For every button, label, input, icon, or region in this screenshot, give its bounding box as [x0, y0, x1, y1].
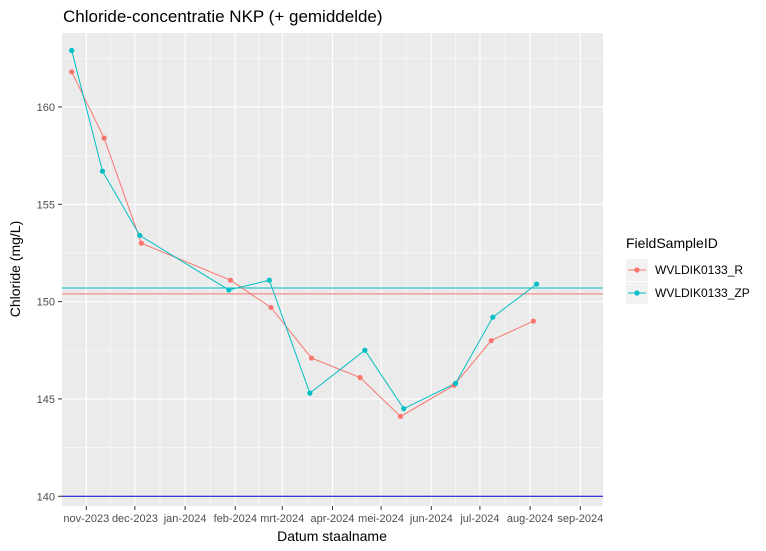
y-tick-label: 155	[37, 199, 55, 211]
data-point	[268, 304, 274, 311]
data-point	[530, 318, 536, 324]
data-point	[362, 347, 368, 353]
data-point	[69, 69, 75, 75]
x-tick-label: dec-2023	[112, 513, 158, 525]
x-tick-label: mrt-2024	[260, 513, 304, 525]
legend-key-point	[634, 290, 640, 296]
data-point	[101, 135, 107, 141]
x-tick-label: aug-2024	[507, 513, 554, 525]
data-point	[397, 413, 404, 420]
y-tick-label: 150	[37, 297, 55, 309]
x-tick-label: mei-2024	[358, 513, 404, 525]
data-point	[490, 314, 496, 320]
x-tick-label: apr-2024	[310, 513, 354, 525]
data-point	[308, 355, 315, 361]
data-point	[453, 380, 459, 386]
x-axis: nov-2023 dec-2023 jan-2024 feb-2024 mrt-2024…	[63, 506, 603, 525]
x-tick-label: jul-2024	[459, 513, 499, 525]
data-point	[69, 47, 75, 54]
legend-label: WVLDIK0133_ZP	[655, 286, 750, 300]
data-point	[99, 168, 106, 174]
data-point	[227, 277, 234, 283]
y-axis: 140 145 150 155 160	[37, 102, 62, 503]
legend-title: FieldSampleID	[626, 235, 718, 251]
y-tick-label: 160	[37, 102, 55, 114]
legend-key-point	[634, 267, 640, 273]
x-tick-label: jan-2024	[163, 513, 207, 525]
data-point	[226, 287, 232, 293]
y-axis-title: Chloride (mg/L)	[7, 221, 23, 317]
y-tick-label: 140	[37, 491, 55, 503]
data-point	[488, 337, 494, 344]
data-point	[307, 390, 313, 396]
data-point	[266, 277, 272, 283]
reference-lines	[62, 287, 603, 497]
x-tick-label: sep-2024	[557, 513, 603, 525]
data-point	[138, 240, 144, 246]
data-point	[533, 281, 540, 287]
data-point	[137, 232, 143, 239]
series-points	[69, 47, 540, 420]
x-axis-title: Datum staalname	[277, 528, 387, 544]
legend: FieldSampleID WVLDIK0133_R WVLDIK0133_ZP	[626, 235, 750, 304]
legend-label: WVLDIK0133_R	[655, 263, 743, 277]
chart-title: Chloride-concentratie NKP (+ gemiddelde)	[63, 7, 383, 26]
data-point	[401, 406, 407, 412]
y-tick-label: 145	[37, 394, 55, 406]
x-tick-label: nov-2023	[63, 513, 109, 525]
x-tick-label: feb-2024	[214, 513, 257, 525]
x-tick-label: jun-2024	[409, 513, 453, 525]
data-point	[357, 374, 363, 381]
